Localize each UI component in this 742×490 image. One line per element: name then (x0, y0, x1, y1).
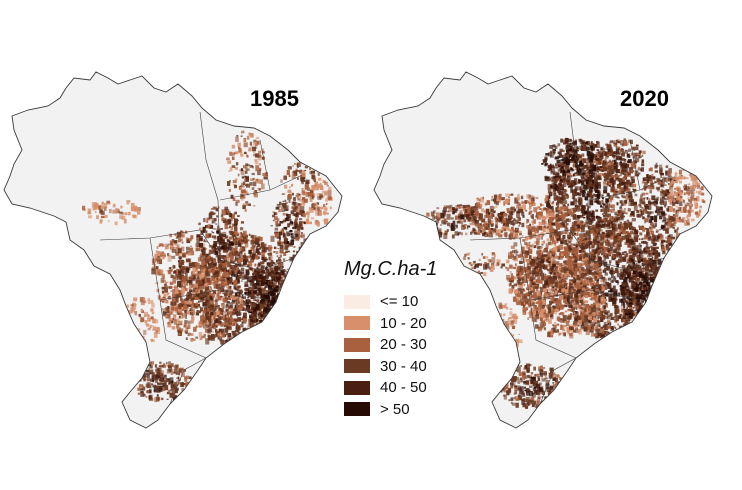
brazil-map-2020 (373, 71, 713, 429)
legend-swatch (344, 337, 370, 352)
year-label-2020: 2020 (620, 86, 669, 111)
legend-item: <= 10 (344, 291, 484, 313)
legend-label: <= 10 (380, 293, 419, 311)
state-border (169, 357, 207, 405)
state-border (149, 237, 271, 301)
legend-swatch (344, 380, 370, 395)
legend-item: 30 - 40 (344, 356, 484, 378)
state-border (469, 229, 665, 271)
legend: Mg.C.ha-1 <= 10 10 - 20 20 - 30 30 - 40 … (344, 258, 484, 420)
state-border (99, 229, 295, 271)
legend-item: > 50 (344, 399, 484, 421)
map-2020 (370, 70, 713, 430)
legend-swatch (344, 294, 370, 309)
state-border (519, 237, 641, 301)
brazil-map-1985 (3, 71, 343, 429)
state-border (159, 299, 207, 359)
state-border (539, 357, 577, 405)
year-label-1985: 1985 (250, 86, 299, 111)
legend-label: > 50 (380, 400, 410, 418)
state-border (199, 111, 221, 261)
legend-label: 20 - 30 (380, 336, 427, 354)
state-border (259, 139, 271, 191)
legend-item: 40 - 50 (344, 377, 484, 399)
legend-label: 30 - 40 (380, 357, 427, 375)
state-border (529, 299, 577, 359)
legend-item: 10 - 20 (344, 313, 484, 335)
legend-item: 20 - 30 (344, 334, 484, 356)
country-outline (373, 71, 713, 429)
legend-swatch (344, 316, 370, 331)
state-border (569, 111, 591, 261)
map-1985 (0, 70, 343, 430)
legend-label: 40 - 50 (380, 379, 427, 397)
country-outline (3, 71, 343, 429)
legend-swatch (344, 359, 370, 374)
legend-label: 10 - 20 (380, 314, 427, 332)
legend-swatch (344, 402, 370, 417)
state-border (629, 139, 641, 191)
legend-title: Mg.C.ha-1 (344, 258, 438, 280)
